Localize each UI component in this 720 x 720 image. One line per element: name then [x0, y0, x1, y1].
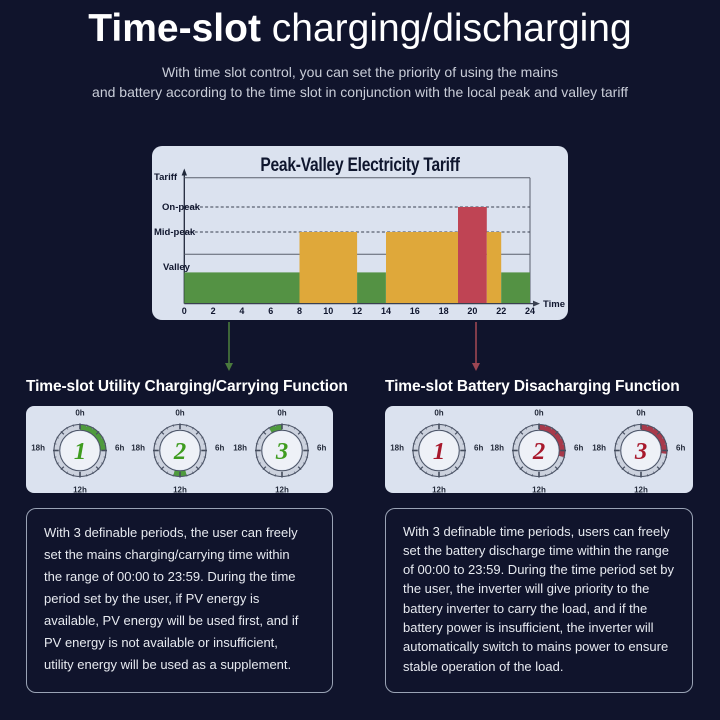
svg-text:6h: 6h — [317, 443, 326, 452]
svg-text:20: 20 — [467, 306, 477, 316]
svg-text:14: 14 — [381, 306, 391, 316]
svg-text:12h: 12h — [532, 485, 546, 493]
svg-text:22: 22 — [496, 306, 506, 316]
svg-text:On-peak: On-peak — [162, 202, 201, 213]
svg-text:6h: 6h — [474, 443, 483, 452]
svg-text:8: 8 — [297, 306, 302, 316]
svg-text:18h: 18h — [490, 443, 504, 452]
svg-text:Mid-peak: Mid-peak — [154, 227, 196, 238]
svg-text:4: 4 — [239, 306, 244, 316]
svg-text:6h: 6h — [574, 443, 583, 452]
svg-text:6: 6 — [268, 306, 273, 316]
svg-text:12: 12 — [352, 306, 362, 316]
svg-text:12h: 12h — [73, 485, 87, 493]
svg-text:0h: 0h — [434, 408, 443, 417]
svg-text:0h: 0h — [277, 408, 286, 417]
svg-text:Valley: Valley — [163, 262, 191, 273]
svg-text:18h: 18h — [31, 443, 45, 452]
svg-text:10: 10 — [323, 306, 333, 316]
svg-text:16: 16 — [410, 306, 420, 316]
svg-text:12h: 12h — [432, 485, 446, 493]
svg-text:18h: 18h — [592, 443, 606, 452]
svg-text:1: 1 — [433, 437, 445, 464]
svg-text:0h: 0h — [636, 408, 645, 417]
svg-text:18: 18 — [439, 306, 449, 316]
svg-text:Tariff: Tariff — [154, 172, 178, 183]
svg-text:Time: Time — [543, 299, 565, 310]
svg-text:0h: 0h — [75, 408, 84, 417]
svg-text:3: 3 — [634, 437, 647, 464]
svg-text:2: 2 — [173, 437, 186, 464]
svg-text:0h: 0h — [534, 408, 543, 417]
svg-text:12h: 12h — [173, 485, 187, 493]
svg-text:1: 1 — [74, 437, 86, 464]
svg-text:3: 3 — [275, 437, 288, 464]
svg-text:12h: 12h — [634, 485, 648, 493]
svg-text:6h: 6h — [215, 443, 224, 452]
svg-text:6h: 6h — [115, 443, 124, 452]
svg-text:6h: 6h — [676, 443, 685, 452]
svg-text:12h: 12h — [275, 485, 289, 493]
svg-text:2: 2 — [211, 306, 216, 316]
svg-text:0h: 0h — [175, 408, 184, 417]
svg-text:18h: 18h — [131, 443, 145, 452]
svg-text:24: 24 — [525, 306, 535, 316]
svg-text:2: 2 — [532, 437, 545, 464]
svg-text:18h: 18h — [233, 443, 247, 452]
svg-text:0: 0 — [182, 306, 187, 316]
svg-text:18h: 18h — [390, 443, 404, 452]
